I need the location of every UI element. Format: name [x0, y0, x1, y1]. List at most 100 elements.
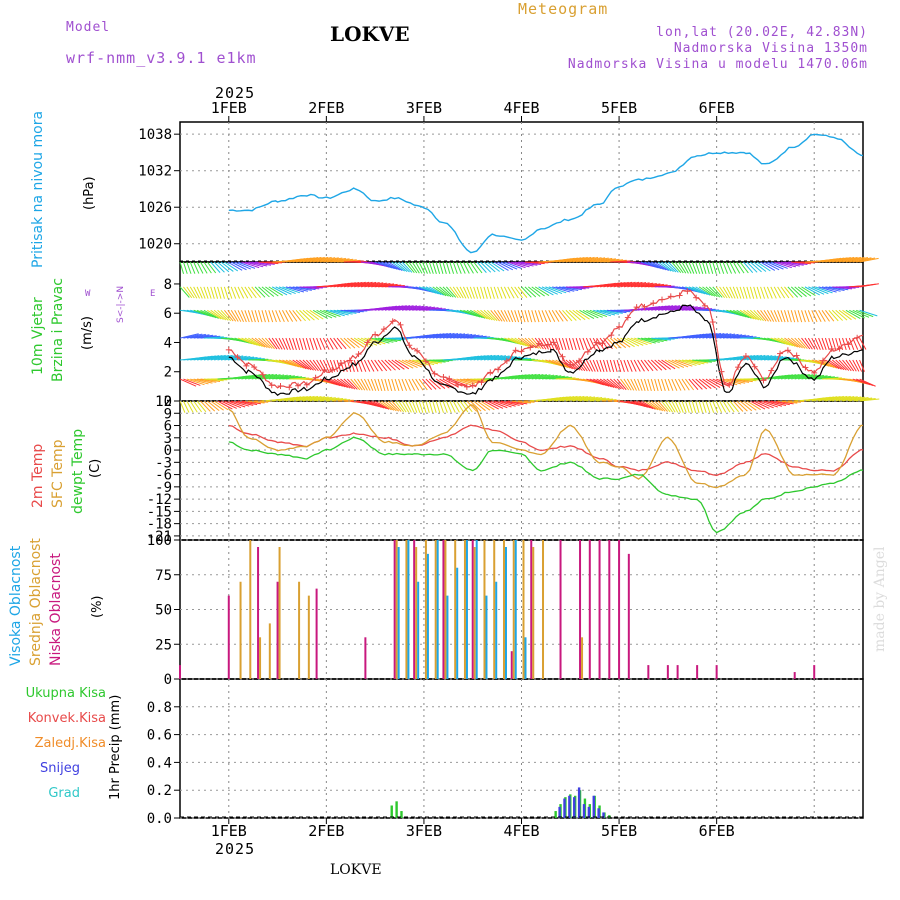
wind-barb	[797, 337, 808, 350]
wind-barb	[534, 310, 540, 323]
wind-barb	[849, 397, 869, 402]
wind-barb	[268, 374, 288, 380]
wind-barb	[575, 337, 581, 351]
wind-barb	[743, 309, 757, 320]
wind-barb	[849, 257, 869, 263]
y-tick-label: -3	[155, 455, 172, 471]
wind-barb	[589, 397, 610, 402]
wind-barb	[251, 261, 272, 266]
wind-barb	[746, 261, 758, 273]
wind-barb	[500, 400, 520, 406]
wind-barb	[452, 400, 460, 413]
wind-barb	[732, 261, 741, 274]
wind-barb	[773, 310, 780, 323]
day-label-bottom: 6FEB	[699, 822, 735, 840]
wind-barb	[613, 281, 633, 288]
pressure-line	[228, 133, 864, 254]
wind-barb	[210, 286, 215, 299]
wind-barb	[726, 378, 746, 384]
wind-barb	[606, 359, 611, 372]
wind-barb	[193, 400, 202, 413]
wind-barb	[247, 310, 253, 323]
wind-barb	[671, 400, 679, 413]
wind-barb	[797, 286, 812, 297]
wind-barb	[722, 334, 743, 339]
wind-barb	[815, 396, 835, 402]
wind-barb	[483, 309, 496, 321]
wind-barb	[627, 337, 644, 346]
wind-barb	[360, 337, 378, 346]
wind-barb	[657, 261, 672, 272]
wind-barb	[585, 359, 593, 372]
wind-barb	[565, 257, 585, 263]
wind-barb	[360, 378, 368, 391]
wind-barb	[770, 310, 777, 323]
wind-barb	[719, 286, 728, 299]
wind-barb	[568, 309, 582, 321]
wind-barb	[381, 400, 395, 411]
wind-barb	[401, 305, 421, 311]
wind-barb	[654, 378, 659, 392]
wind-barb	[633, 400, 651, 409]
wind-barb	[681, 359, 701, 366]
wind-barb	[466, 378, 487, 383]
wind-barb	[459, 261, 466, 274]
wind-barb	[275, 375, 295, 380]
wind-barb	[856, 257, 876, 263]
wind-barb	[644, 261, 662, 270]
wind-barb	[842, 256, 862, 263]
wind-barb	[780, 310, 786, 323]
wind-barb	[292, 337, 297, 351]
wind-barb	[774, 261, 792, 269]
wind-barb	[551, 310, 560, 322]
wind-barb	[626, 378, 635, 391]
wind-barb	[705, 286, 718, 298]
wind-barb	[258, 337, 271, 349]
wind-barb	[695, 400, 700, 413]
wind-barb	[360, 359, 367, 372]
wind-barb	[756, 309, 767, 322]
wind-barb	[705, 261, 710, 274]
wind-barb	[514, 337, 530, 347]
wind-barb	[363, 359, 371, 372]
year-top: 2025	[215, 84, 256, 102]
wind-barb	[688, 286, 706, 295]
wind-barb	[463, 355, 483, 361]
wind-barb	[552, 359, 569, 369]
wind-barb	[350, 359, 355, 372]
wind-barb	[306, 256, 325, 263]
precip-bar	[390, 805, 393, 818]
y-tick-label: 100	[147, 533, 172, 549]
precip-bar	[573, 797, 576, 818]
wind-barb	[428, 378, 441, 390]
wind-barb	[644, 337, 664, 343]
wind-barb	[552, 376, 573, 380]
wind-barb	[418, 307, 439, 311]
wind-barb	[442, 378, 459, 388]
wind-barb	[801, 337, 811, 350]
wind-barb	[196, 355, 216, 361]
wind-barb	[435, 378, 450, 389]
wind-barb	[261, 286, 275, 297]
wind-barb	[739, 309, 755, 320]
wind-barb	[312, 359, 322, 372]
wind-barb	[767, 400, 787, 406]
wind-barb	[271, 310, 277, 323]
wind-barb	[329, 337, 338, 350]
wind-barb	[524, 310, 529, 323]
wind-barb	[606, 259, 627, 263]
wind-barb	[678, 400, 684, 413]
wind-barb	[415, 306, 436, 311]
wind-barb	[227, 261, 243, 271]
wind-barb	[217, 286, 222, 299]
wind-barb	[408, 261, 418, 274]
wind-barb	[374, 283, 395, 288]
wind-barb	[374, 359, 383, 372]
wind-barb	[825, 257, 845, 263]
wind-barb	[374, 337, 394, 343]
wind-barb	[377, 359, 388, 372]
wind-barb	[483, 355, 503, 361]
wind-barb	[466, 261, 474, 274]
wind-barb	[456, 286, 464, 299]
wind-barb	[302, 337, 307, 351]
